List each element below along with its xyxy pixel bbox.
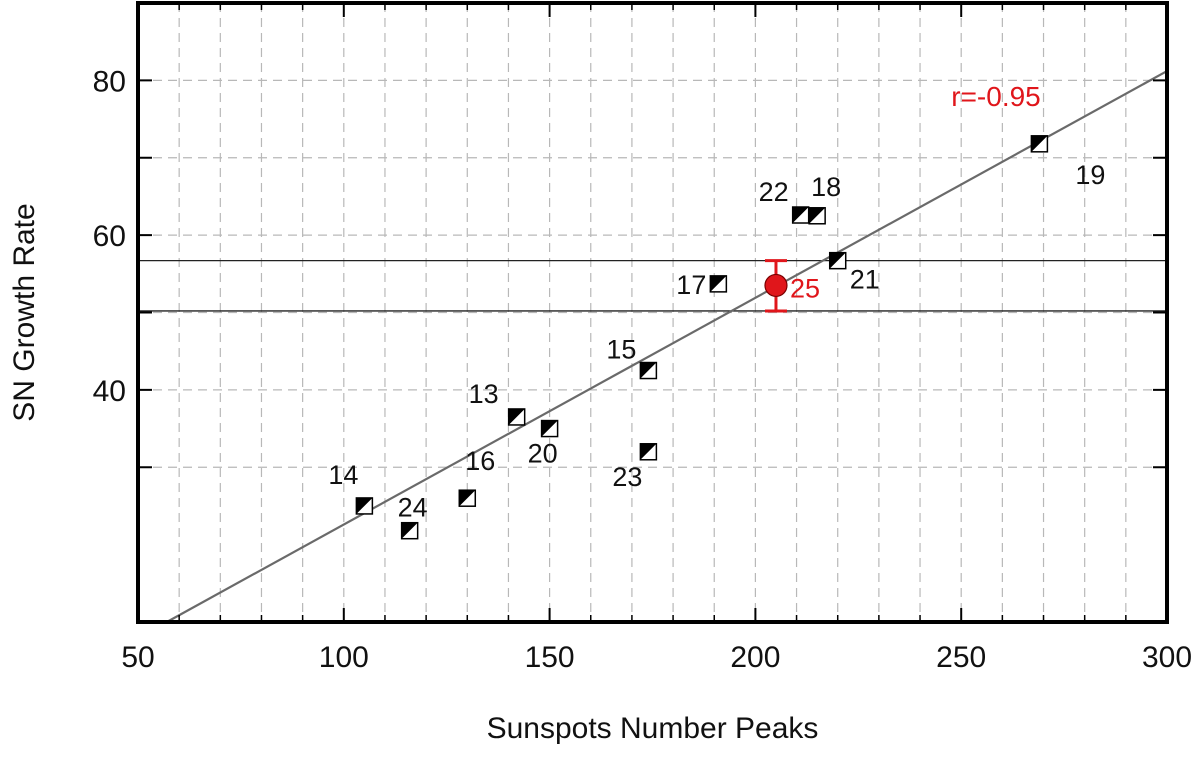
tick-labels: 50 100 150 200 250 300 40 60 80 (93, 65, 1192, 674)
y-axis-title: SN Growth Rate (8, 203, 41, 421)
point-label: 22 (759, 177, 789, 207)
y-tick-label: 80 (93, 65, 126, 98)
point-label: 14 (328, 460, 358, 490)
x-tick-label: 200 (730, 641, 780, 674)
marker-fill (792, 207, 809, 224)
prediction-label: 25 (790, 273, 820, 303)
marker-fill (1031, 135, 1048, 152)
data-point-cycle-18: 18 (808, 172, 841, 225)
marker-fill (459, 490, 476, 507)
data-point-cycle-13: 13 (469, 379, 526, 426)
point-label: 16 (465, 446, 495, 476)
prediction-marker (764, 273, 788, 298)
x-tick-label: 50 (121, 641, 154, 674)
data-point-cycle-14: 14 (328, 460, 374, 515)
data-point-cycle-24: 24 (398, 493, 428, 540)
x-tick-label: 100 (319, 641, 369, 674)
data-points: 13 14 15 16 17 18 19 20 21 22 23 24 (328, 135, 1105, 540)
point-label: 21 (850, 265, 880, 295)
data-point-cycle-15: 15 (606, 335, 658, 380)
marker-fill (356, 497, 373, 514)
data-point-cycle-22: 22 (759, 177, 810, 224)
marker-fill (640, 443, 657, 460)
marker-fill (809, 207, 826, 224)
data-point-cycle-21: 21 (828, 251, 880, 295)
x-axis-title: Sunspots Number Peaks (487, 712, 819, 745)
x-tick-label: 250 (936, 641, 986, 674)
x-tick-label: 300 (1142, 641, 1192, 674)
data-point-cycle-19: 19 (1030, 135, 1105, 190)
regression-line (166, 70, 1168, 623)
point-label: 20 (528, 439, 558, 469)
point-label: 13 (469, 379, 499, 409)
point-label: 24 (398, 493, 428, 523)
point-label: 15 (606, 335, 636, 365)
data-point-cycle-17: 17 (676, 270, 728, 300)
horizontal-bands (138, 260, 1167, 312)
point-label: 23 (612, 462, 642, 492)
grid-lines (138, 3, 1167, 622)
x-tick-label: 150 (525, 641, 575, 674)
marker-fill (541, 420, 558, 437)
marker-fill (640, 362, 657, 379)
point-label: 19 (1075, 160, 1105, 190)
y-tick-label: 60 (93, 220, 126, 253)
marker-fill (508, 408, 525, 425)
data-point-cycle-16: 16 (458, 446, 495, 507)
regression-line-group (166, 70, 1168, 623)
prediction-point-group: 25 (764, 259, 820, 313)
data-point-cycle-20: 20 (528, 419, 559, 469)
marker-fill (401, 522, 418, 539)
plot-frame (136, 1, 1169, 624)
y-tick-label: 40 (93, 375, 126, 408)
correlation-label: r=-0.95 (951, 81, 1041, 112)
point-label: 18 (811, 172, 841, 202)
marker-fill (829, 252, 846, 269)
data-point-cycle-23: 23 (612, 443, 658, 492)
point-label: 17 (676, 270, 706, 300)
marker-fill (710, 275, 727, 292)
